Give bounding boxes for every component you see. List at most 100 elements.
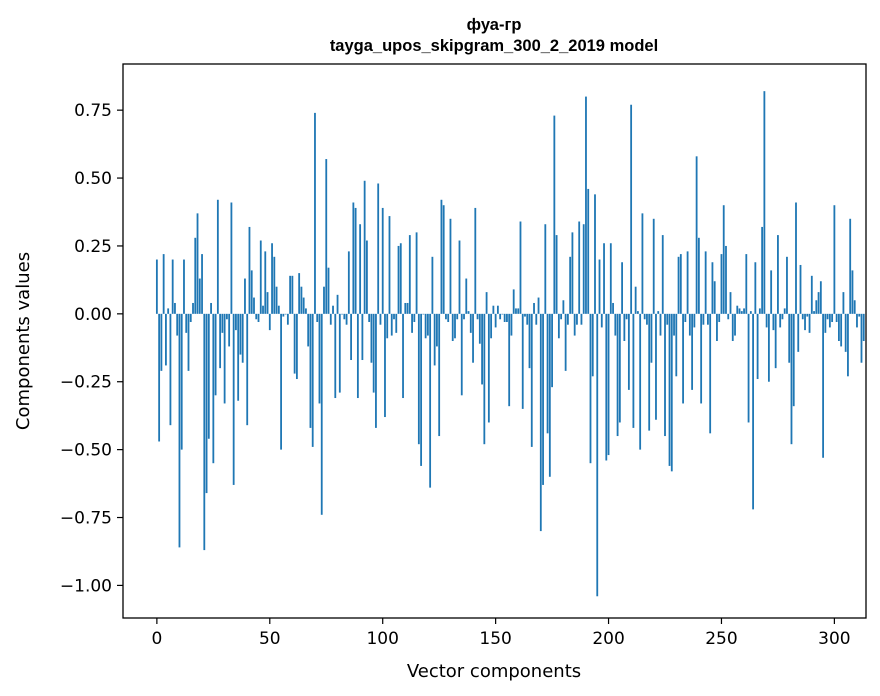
bar-208 — [625, 313, 628, 320]
bar-193 — [591, 313, 594, 377]
bar-125 — [438, 313, 441, 437]
y-axis-label: Components values — [13, 252, 34, 430]
bar-107 — [397, 245, 400, 314]
bar-73 — [320, 313, 323, 515]
bar-255 — [731, 313, 734, 341]
bar-293 — [817, 292, 820, 314]
y-tick-label: −0.50 — [60, 441, 112, 461]
bar-199 — [605, 313, 608, 461]
y-tick-label: 0.75 — [74, 101, 112, 121]
bar-11 — [180, 313, 183, 450]
bar-95 — [370, 313, 373, 363]
bar-82 — [341, 313, 343, 315]
bar-148 — [490, 313, 493, 339]
bar-287 — [804, 313, 806, 331]
bar-196 — [598, 259, 601, 314]
bar-28 — [219, 313, 222, 369]
bar-309 — [853, 300, 856, 314]
bar-304 — [842, 292, 845, 314]
bar-275 — [777, 235, 779, 314]
bar-120 — [426, 313, 429, 336]
bar-165 — [528, 313, 531, 369]
bar-38 — [241, 313, 244, 363]
bar-212 — [634, 286, 637, 314]
bar-247 — [713, 281, 716, 314]
chart-title-line2: tayga_upos_skipgram_300_2_2019 model — [330, 37, 658, 55]
bar-108 — [399, 243, 402, 314]
bar-252 — [725, 245, 727, 314]
bar-233 — [682, 313, 684, 404]
bar-294 — [819, 281, 822, 314]
bar-31 — [225, 313, 228, 320]
bar-307 — [849, 218, 852, 314]
bar-133 — [456, 313, 459, 320]
bar-64 — [300, 286, 303, 314]
bar-54 — [277, 305, 280, 314]
bar-203 — [614, 313, 617, 336]
bar-234 — [684, 313, 687, 322]
bar-176 — [553, 115, 556, 314]
bar-104 — [390, 313, 393, 336]
bar-180 — [562, 300, 565, 314]
bar-308 — [851, 270, 854, 314]
bar-178 — [557, 313, 560, 339]
bar-124 — [436, 313, 438, 347]
bar-195 — [596, 313, 599, 597]
x-tick-label: 250 — [705, 629, 737, 649]
bar-36 — [237, 313, 240, 401]
bar-291 — [813, 311, 815, 314]
bar-48 — [264, 251, 267, 314]
bar-186 — [576, 313, 578, 325]
bar-227 — [668, 313, 671, 466]
bar-143 — [478, 313, 481, 344]
bar-283 — [795, 202, 797, 314]
bar-197 — [600, 313, 603, 328]
bar-268 — [761, 226, 764, 314]
bar-182 — [566, 313, 569, 325]
bar-174 — [548, 313, 551, 477]
bar-241 — [700, 313, 703, 404]
bar-92 — [363, 180, 366, 314]
bar-281 — [790, 313, 793, 445]
bar-272 — [770, 270, 773, 314]
bar-6 — [169, 313, 172, 426]
bar-51 — [271, 243, 273, 314]
bar-256 — [734, 313, 736, 336]
bar-236 — [688, 313, 691, 336]
bar-50 — [268, 313, 271, 331]
bar-215 — [641, 213, 644, 314]
bar-13 — [185, 313, 188, 333]
bar-189 — [582, 224, 585, 314]
bar-171 — [542, 313, 544, 485]
bar-150 — [494, 313, 497, 328]
bar-248 — [716, 313, 718, 341]
bar-129 — [447, 313, 450, 322]
bar-214 — [639, 313, 642, 450]
bar-9 — [176, 313, 179, 336]
bar-89 — [356, 313, 359, 399]
bar-202 — [612, 302, 614, 314]
bar-71 — [316, 313, 319, 322]
y-tick-label: 0.00 — [74, 305, 112, 325]
bar-138 — [467, 311, 470, 314]
bar-116 — [417, 313, 420, 445]
bar-1 — [158, 313, 161, 442]
bar-306 — [847, 313, 849, 377]
bar-200 — [607, 313, 610, 456]
bar-271 — [767, 313, 770, 382]
bar-243 — [704, 251, 707, 314]
bar-61 — [293, 313, 296, 374]
bar-229 — [673, 313, 675, 336]
y-tick-label: −0.75 — [60, 509, 112, 529]
bar-111 — [406, 302, 409, 314]
bar-264 — [752, 313, 754, 510]
bar-76 — [327, 267, 330, 314]
bar-258 — [738, 308, 741, 314]
bar-207 — [623, 313, 626, 341]
x-tick-label: 300 — [818, 629, 850, 649]
bar-238 — [693, 313, 696, 328]
bar-188 — [580, 313, 583, 325]
bar-169 — [537, 297, 540, 314]
bar-103 — [388, 216, 391, 314]
